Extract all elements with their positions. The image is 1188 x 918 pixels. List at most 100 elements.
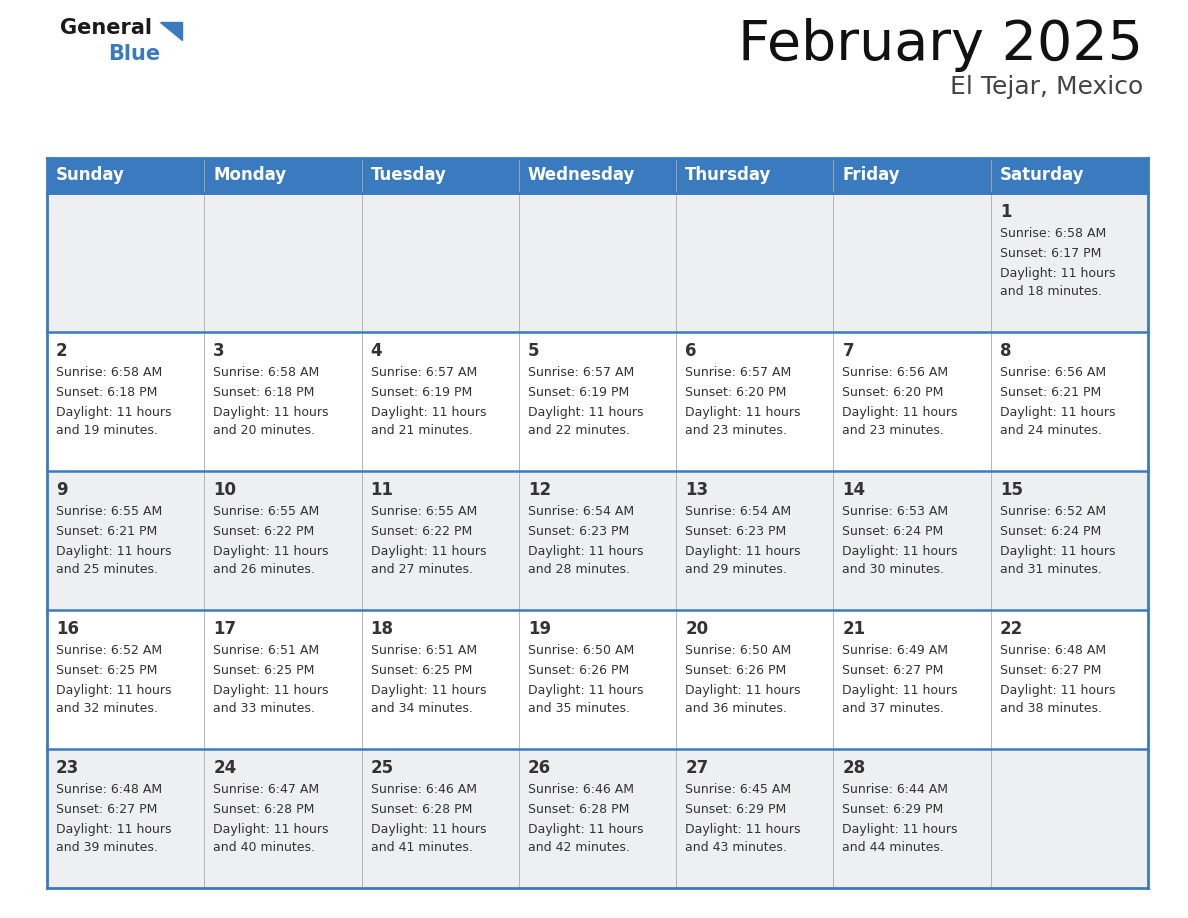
Text: Daylight: 11 hours: Daylight: 11 hours — [214, 406, 329, 419]
Text: 8: 8 — [1000, 342, 1011, 360]
Bar — [48, 332, 1148, 471]
Text: 10: 10 — [214, 481, 236, 499]
Text: 22: 22 — [1000, 620, 1023, 638]
Text: Sunrise: 6:46 AM: Sunrise: 6:46 AM — [371, 783, 476, 796]
Text: Sunset: 6:17 PM: Sunset: 6:17 PM — [1000, 247, 1101, 260]
Text: and 42 minutes.: and 42 minutes. — [527, 841, 630, 854]
Text: 28: 28 — [842, 759, 866, 777]
Text: and 18 minutes.: and 18 minutes. — [1000, 285, 1101, 298]
Text: 15: 15 — [1000, 481, 1023, 499]
Text: 5: 5 — [527, 342, 539, 360]
Text: Sunrise: 6:57 AM: Sunrise: 6:57 AM — [527, 366, 634, 379]
Text: Sunset: 6:20 PM: Sunset: 6:20 PM — [685, 386, 786, 399]
Text: Sunrise: 6:55 AM: Sunrise: 6:55 AM — [371, 505, 476, 518]
Text: Daylight: 11 hours: Daylight: 11 hours — [1000, 406, 1116, 419]
Text: Daylight: 11 hours: Daylight: 11 hours — [527, 545, 644, 558]
Text: Sunset: 6:26 PM: Sunset: 6:26 PM — [527, 664, 630, 677]
Text: Sunset: 6:21 PM: Sunset: 6:21 PM — [56, 525, 157, 538]
Text: Sunrise: 6:58 AM: Sunrise: 6:58 AM — [56, 366, 163, 379]
Text: Sunset: 6:24 PM: Sunset: 6:24 PM — [1000, 525, 1101, 538]
Text: Sunrise: 6:55 AM: Sunrise: 6:55 AM — [214, 505, 320, 518]
Text: Sunrise: 6:52 AM: Sunrise: 6:52 AM — [56, 644, 162, 657]
Text: Daylight: 11 hours: Daylight: 11 hours — [842, 406, 958, 419]
Text: Sunset: 6:18 PM: Sunset: 6:18 PM — [56, 386, 157, 399]
Text: Sunrise: 6:51 AM: Sunrise: 6:51 AM — [214, 644, 320, 657]
Text: Daylight: 11 hours: Daylight: 11 hours — [842, 823, 958, 836]
Text: and 41 minutes.: and 41 minutes. — [371, 841, 473, 854]
Text: Sunset: 6:20 PM: Sunset: 6:20 PM — [842, 386, 943, 399]
Text: Sunrise: 6:44 AM: Sunrise: 6:44 AM — [842, 783, 948, 796]
Text: Daylight: 11 hours: Daylight: 11 hours — [371, 545, 486, 558]
Text: Sunrise: 6:45 AM: Sunrise: 6:45 AM — [685, 783, 791, 796]
Text: Sunset: 6:27 PM: Sunset: 6:27 PM — [56, 803, 157, 816]
Text: and 30 minutes.: and 30 minutes. — [842, 563, 944, 576]
Text: Sunrise: 6:53 AM: Sunrise: 6:53 AM — [842, 505, 948, 518]
Text: Sunset: 6:19 PM: Sunset: 6:19 PM — [527, 386, 630, 399]
Text: and 34 minutes.: and 34 minutes. — [371, 702, 473, 715]
Bar — [519, 158, 676, 193]
Text: and 23 minutes.: and 23 minutes. — [685, 424, 786, 437]
Bar — [48, 610, 1148, 749]
Text: Sunset: 6:28 PM: Sunset: 6:28 PM — [527, 803, 630, 816]
Text: Sunrise: 6:58 AM: Sunrise: 6:58 AM — [214, 366, 320, 379]
Text: Daylight: 11 hours: Daylight: 11 hours — [56, 406, 171, 419]
Text: Sunrise: 6:51 AM: Sunrise: 6:51 AM — [371, 644, 476, 657]
Text: Sunrise: 6:47 AM: Sunrise: 6:47 AM — [214, 783, 320, 796]
Text: Daylight: 11 hours: Daylight: 11 hours — [527, 684, 644, 697]
Text: Daylight: 11 hours: Daylight: 11 hours — [685, 823, 801, 836]
Text: and 36 minutes.: and 36 minutes. — [685, 702, 786, 715]
Text: Wednesday: Wednesday — [527, 166, 636, 185]
Text: Daylight: 11 hours: Daylight: 11 hours — [1000, 684, 1116, 697]
Text: and 31 minutes.: and 31 minutes. — [1000, 563, 1101, 576]
Text: and 37 minutes.: and 37 minutes. — [842, 702, 944, 715]
Text: Daylight: 11 hours: Daylight: 11 hours — [527, 823, 644, 836]
Text: Thursday: Thursday — [685, 166, 771, 185]
Bar — [204, 158, 361, 193]
Text: and 32 minutes.: and 32 minutes. — [56, 702, 158, 715]
Text: Daylight: 11 hours: Daylight: 11 hours — [214, 545, 329, 558]
Text: Sunset: 6:25 PM: Sunset: 6:25 PM — [371, 664, 472, 677]
Text: Daylight: 11 hours: Daylight: 11 hours — [685, 684, 801, 697]
Text: Sunset: 6:18 PM: Sunset: 6:18 PM — [214, 386, 315, 399]
Text: 11: 11 — [371, 481, 393, 499]
Text: and 27 minutes.: and 27 minutes. — [371, 563, 473, 576]
Text: Sunrise: 6:56 AM: Sunrise: 6:56 AM — [842, 366, 948, 379]
Bar — [676, 158, 834, 193]
Text: Sunset: 6:23 PM: Sunset: 6:23 PM — [685, 525, 786, 538]
Text: and 43 minutes.: and 43 minutes. — [685, 841, 786, 854]
Text: Sunrise: 6:48 AM: Sunrise: 6:48 AM — [1000, 644, 1106, 657]
Text: Sunset: 6:23 PM: Sunset: 6:23 PM — [527, 525, 630, 538]
Text: Daylight: 11 hours: Daylight: 11 hours — [371, 406, 486, 419]
Text: Sunset: 6:19 PM: Sunset: 6:19 PM — [371, 386, 472, 399]
Text: and 19 minutes.: and 19 minutes. — [56, 424, 158, 437]
Text: Sunrise: 6:50 AM: Sunrise: 6:50 AM — [685, 644, 791, 657]
Bar — [48, 749, 1148, 888]
Text: and 22 minutes.: and 22 minutes. — [527, 424, 630, 437]
Text: 24: 24 — [214, 759, 236, 777]
Text: and 20 minutes.: and 20 minutes. — [214, 424, 315, 437]
Text: 6: 6 — [685, 342, 696, 360]
Text: Sunset: 6:25 PM: Sunset: 6:25 PM — [214, 664, 315, 677]
Bar — [48, 193, 1148, 332]
Text: and 33 minutes.: and 33 minutes. — [214, 702, 315, 715]
Text: and 25 minutes.: and 25 minutes. — [56, 563, 158, 576]
Text: and 35 minutes.: and 35 minutes. — [527, 702, 630, 715]
Text: Sunrise: 6:49 AM: Sunrise: 6:49 AM — [842, 644, 948, 657]
Text: Tuesday: Tuesday — [371, 166, 447, 185]
Text: Sunrise: 6:48 AM: Sunrise: 6:48 AM — [56, 783, 162, 796]
Text: 20: 20 — [685, 620, 708, 638]
Bar — [48, 471, 1148, 610]
Text: and 39 minutes.: and 39 minutes. — [56, 841, 158, 854]
Text: 26: 26 — [527, 759, 551, 777]
Text: and 24 minutes.: and 24 minutes. — [1000, 424, 1101, 437]
Bar — [361, 158, 519, 193]
Text: 16: 16 — [56, 620, 78, 638]
Text: 4: 4 — [371, 342, 383, 360]
Text: Sunrise: 6:54 AM: Sunrise: 6:54 AM — [527, 505, 634, 518]
Text: Sunset: 6:21 PM: Sunset: 6:21 PM — [1000, 386, 1101, 399]
Text: 23: 23 — [56, 759, 80, 777]
Text: February 2025: February 2025 — [738, 18, 1143, 72]
Text: Daylight: 11 hours: Daylight: 11 hours — [56, 823, 171, 836]
Text: Sunset: 6:29 PM: Sunset: 6:29 PM — [685, 803, 786, 816]
Text: 7: 7 — [842, 342, 854, 360]
